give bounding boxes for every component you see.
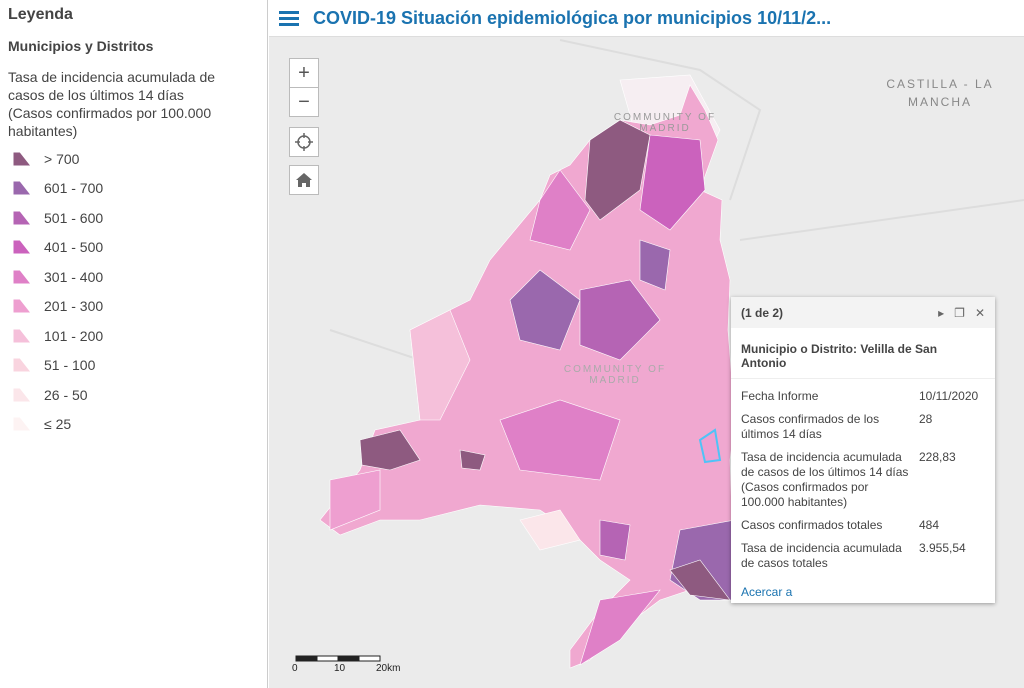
swatch-shape — [12, 210, 32, 226]
popup-table: Fecha Informe 10/11/2020 Casos confirmados… — [737, 385, 989, 575]
legend-item: 51 - 100 — [8, 351, 259, 381]
legend-swatch — [12, 239, 32, 255]
field-name: Fecha Informe — [741, 389, 819, 403]
legend-item: 601 - 700 — [8, 174, 259, 204]
zoom-in[interactable]: + — [289, 58, 319, 88]
field-name: Tasa de incidencia acumulada de casos de… — [8, 69, 216, 139]
popup-header: (1 de 2) ▸ ❐ ✕ — [731, 297, 995, 328]
legend-label: 601 - 700 — [44, 180, 104, 197]
popup-controls[interactable]: ▸ ❐ ✕ — [938, 305, 985, 320]
legend-label: 201 - 300 — [44, 298, 104, 315]
legend-swatch — [12, 416, 32, 432]
scale-label: 20km — [376, 663, 401, 674]
header: COVID-19 Situación epidemiológica por mu… — [269, 0, 1024, 37]
legend-swatch — [12, 151, 32, 167]
swatch-shape — [12, 239, 32, 255]
field-value: 3.955,54 — [919, 541, 966, 555]
swatch-shape — [12, 387, 32, 403]
legend-swatch — [12, 298, 32, 314]
swatch-shape — [12, 298, 32, 314]
legend-item: 201 - 300 — [8, 292, 259, 322]
legend-item: 501 - 600 — [8, 203, 259, 233]
legend-item: ≤ 25 — [8, 410, 259, 440]
field-name: Casos confirmados de los últimos 14 días — [741, 412, 880, 441]
locate-button[interactable] — [289, 127, 319, 157]
home-button[interactable] — [289, 165, 319, 195]
header-title: COVID-19 Situación epidemiológica por mu… — [313, 7, 832, 28]
legend-item: 26 - 50 — [8, 380, 259, 410]
legend-item: 301 - 400 — [8, 262, 259, 292]
swatch-shape — [12, 269, 32, 285]
popup-row: Tasa de incidencia acumulada de casos de… — [737, 446, 989, 514]
swatch-shape — [12, 151, 32, 167]
popup-heading: Municipio o Distrito: Velilla de San Ant… — [731, 328, 995, 379]
legend-swatch — [12, 180, 32, 196]
legend-swatch — [12, 269, 32, 285]
legend-label: 301 - 400 — [44, 268, 104, 285]
legend-label: > 700 — [44, 150, 80, 167]
legend-swatch — [12, 328, 32, 344]
popup-row: Fecha Informe 10/11/2020 — [737, 385, 989, 408]
field-name: Tasa de incidencia acumulada de casos de… — [741, 450, 909, 509]
field-value: 484 — [919, 518, 940, 532]
legend-swatch — [12, 387, 32, 403]
scale-label: 0 — [292, 663, 298, 674]
zoom-out[interactable]: − — [289, 87, 319, 117]
field-value: 228,83 — [919, 450, 956, 464]
region-label: CASTILLA - LA MANCHA — [886, 77, 994, 109]
legend-item: > 700 — [8, 144, 259, 174]
swatch-shape — [12, 357, 32, 373]
swatch-shape — [12, 328, 32, 344]
field-name: Casos confirmados totales — [741, 518, 883, 532]
legend-label: 501 - 600 — [44, 209, 104, 226]
legend-swatch — [12, 357, 32, 373]
legend-label: 401 - 500 — [44, 239, 104, 256]
community-label: COMMUNITY OF MADRID — [613, 112, 717, 134]
legend-label: ≤ 25 — [44, 416, 72, 433]
legend-label: 51 - 100 — [44, 357, 96, 374]
zoom-to-link[interactable]: Acercar a — [741, 585, 793, 599]
swatch-shape — [12, 180, 32, 196]
popup-pager: (1 de 2) — [741, 305, 784, 320]
scale-label: 10 — [334, 663, 346, 674]
legend-item: 101 - 200 — [8, 321, 259, 351]
community-label: COMMUNITY OF MADRID — [563, 364, 667, 386]
legend-item: 401 - 500 — [8, 233, 259, 263]
legend-label: 101 - 200 — [44, 327, 104, 344]
popup-row: Casos confirmados totales 484 — [737, 514, 989, 537]
map-canvas — [295, 39, 1024, 669]
layer-name: Municipios y Distritos — [8, 38, 154, 54]
popup-row: Tasa de incidencia acumulada de casos to… — [737, 537, 989, 575]
legend-title: Leyenda — [8, 6, 73, 23]
field-value: 10/11/2020 — [919, 389, 979, 403]
popup-row: Casos confirmados de los últimos 14 días… — [737, 408, 989, 446]
popup: (1 de 2) ▸ ❐ ✕ Municipio o Distrito: Vel… — [731, 297, 995, 603]
legend-panel: Leyenda Municipios y Distritos Tasa de i… — [0, 0, 268, 688]
field-name: Tasa de incidencia acumulada de casos to… — [741, 541, 902, 570]
legend-swatch — [12, 210, 32, 226]
field-value: 28 — [919, 412, 933, 426]
legend-list: > 700 601 - 700 501 - 600 401 - 500 301 - 40… — [8, 144, 259, 439]
swatch-shape — [12, 416, 32, 432]
legend-label: 26 - 50 — [44, 386, 88, 403]
menu-icon[interactable] — [279, 10, 299, 26]
